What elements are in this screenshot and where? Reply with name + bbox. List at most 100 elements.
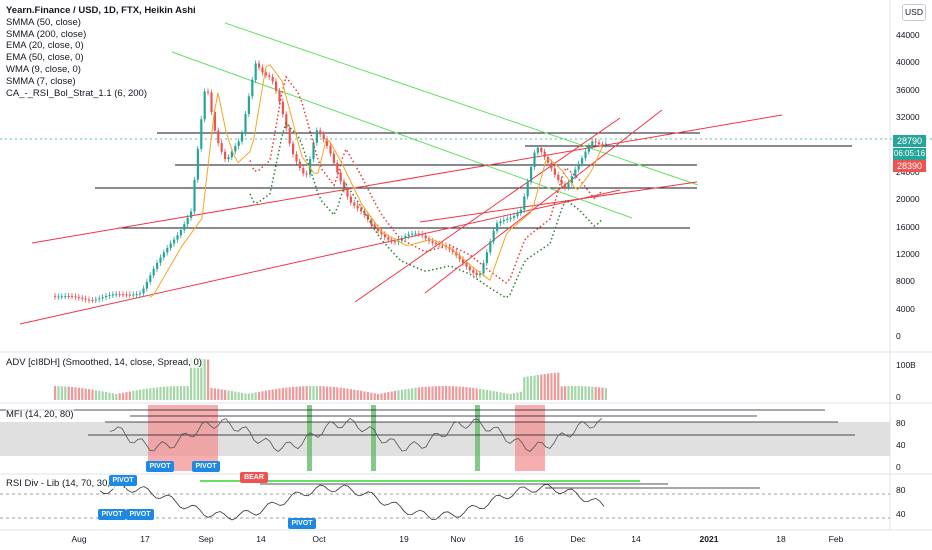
candle-body [438, 243, 441, 245]
candle-body [254, 63, 257, 80]
adv-bar [271, 389, 274, 400]
candle-body [264, 72, 267, 76]
adv-bar [455, 386, 458, 400]
adv-bar [210, 387, 213, 400]
adv-bar [227, 390, 230, 400]
adv-bar [132, 390, 135, 400]
pivot-label: PIVOT [98, 509, 126, 520]
time-tick: Oct [312, 534, 326, 544]
time-tick: 17 [140, 534, 150, 544]
candle-body [149, 275, 152, 282]
adv-bar [169, 386, 172, 400]
legend-item-smma50[interactable]: SMMA (50, close) [6, 16, 81, 28]
adv-bar [479, 388, 482, 400]
adv-bar [166, 386, 169, 400]
time-tick: Nov [450, 534, 466, 544]
candle-body [305, 173, 308, 175]
candle-body [570, 176, 573, 184]
adv-bar [543, 373, 546, 400]
adv-bar [387, 392, 390, 400]
adv-bar [411, 388, 414, 400]
legend-item-smma200[interactable]: SMMA (200, close) [6, 28, 87, 40]
candle-body [200, 119, 203, 149]
adv-bar [302, 386, 305, 400]
adv-bar [152, 387, 155, 400]
legend-item-rsi-bol-strat[interactable]: CA_-_RSI_Bol_Strat_1.1 (6, 200) [6, 87, 147, 99]
candle-body [458, 255, 461, 260]
adv-bar [567, 386, 570, 400]
candle-body [210, 92, 213, 113]
adv-bar [162, 386, 165, 400]
adv-bar [77, 387, 80, 400]
last-price-badge: 28790 [893, 135, 926, 147]
candle-body [332, 153, 335, 163]
candle-body [190, 211, 193, 218]
time-tick: Sep [198, 534, 214, 544]
candle-body [343, 181, 346, 190]
legend-item-ema20[interactable]: EMA (20, close, 0) [6, 40, 84, 52]
candle-body [523, 196, 526, 210]
adv-bar [220, 389, 223, 400]
adv-bar [509, 393, 512, 400]
candle-body [217, 130, 220, 144]
candle-body [584, 151, 587, 159]
rsi-pane-label[interactable]: RSI Div - Lib (14, 70, 30, 90) [6, 478, 127, 489]
candle-body [550, 162, 553, 169]
candle-body [557, 174, 560, 181]
candle-body [587, 146, 590, 152]
candle-body [302, 168, 305, 174]
adv-bar [326, 386, 329, 400]
bear-label: BEAR [240, 472, 268, 483]
candle-body [166, 247, 169, 253]
adv-bar [404, 389, 407, 400]
price-tick: 40000 [896, 57, 920, 67]
candle-body [268, 75, 271, 77]
adv-bar [213, 388, 216, 400]
adv-bar [159, 387, 162, 400]
adv-bar [176, 386, 179, 400]
legend-item-smma7[interactable]: SMMA (7, close) [6, 75, 76, 87]
adv-bar [224, 389, 227, 400]
candle-body [509, 217, 512, 219]
candle-body [237, 141, 240, 146]
candle-body [536, 147, 539, 153]
adv-bar [366, 391, 369, 400]
candle-body [315, 130, 318, 143]
price-tick: 32000 [896, 112, 920, 122]
adv-bar [458, 386, 461, 400]
currency-button[interactable]: USD [902, 4, 926, 21]
adv-bar [332, 386, 335, 400]
adv-bar [322, 386, 325, 400]
adv-bar [587, 386, 590, 400]
moving-average-line [149, 64, 603, 298]
candle-body [431, 240, 434, 243]
candle-body [472, 269, 475, 273]
price-tick: 8000 [896, 276, 915, 286]
legend-item-ema50[interactable]: EMA (50, close, 0) [6, 52, 84, 64]
candle-body [417, 233, 420, 235]
candle-body [604, 143, 607, 145]
adv-bar [196, 358, 199, 400]
adv-pane-label[interactable]: ADV [cI8DH] (Smoothed, 14, close, Spread… [6, 357, 202, 368]
candle-body [336, 162, 339, 173]
adv-bar [462, 386, 465, 400]
candle-body [519, 209, 522, 214]
candle-body [591, 141, 594, 147]
legend-item-wma9[interactable]: WMA (9, close, 0) [6, 63, 81, 75]
candle-body [373, 224, 376, 228]
adv-tick: 100B [896, 360, 916, 370]
adv-bar [122, 392, 125, 400]
candle-body [499, 221, 502, 224]
time-tick: 2021 [699, 534, 719, 544]
adv-bar [516, 392, 519, 400]
adv-bar [536, 374, 539, 400]
adv-bar [183, 386, 186, 400]
time-tick: 18 [776, 534, 786, 544]
candle-body [118, 294, 121, 296]
candle-body [139, 293, 142, 295]
candle-body [142, 288, 145, 294]
candle-body [186, 217, 189, 225]
candle-body [57, 296, 60, 298]
mfi-pane-label[interactable]: MFI (14, 20, 80) [6, 409, 74, 420]
